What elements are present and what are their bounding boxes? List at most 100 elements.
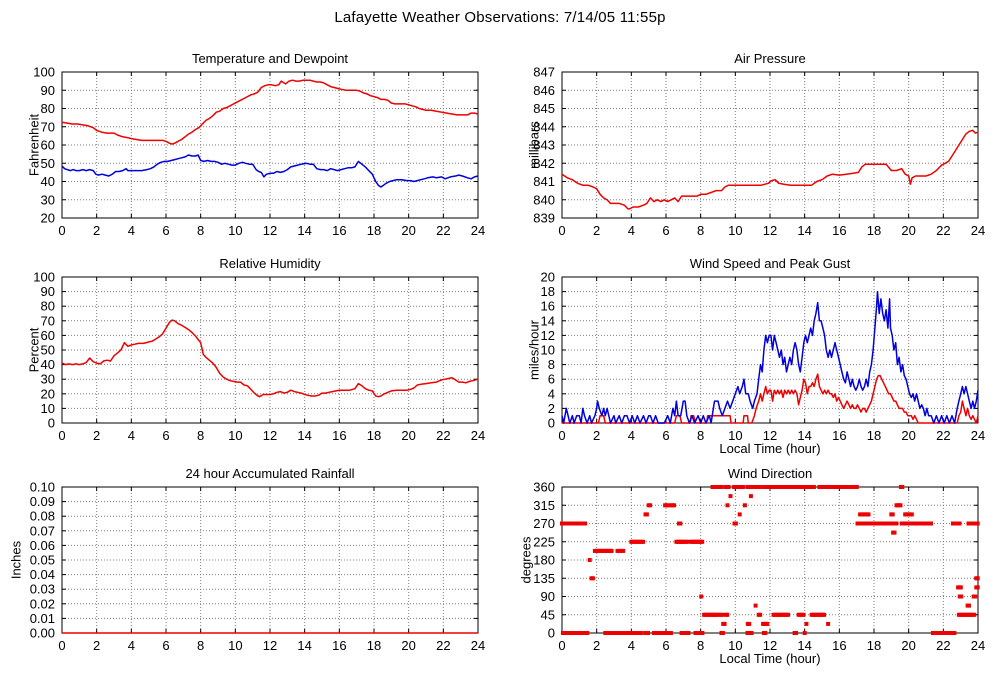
svg-text:4: 4 [628,223,635,238]
svg-text:20: 20 [901,638,915,653]
svg-text:2: 2 [548,401,555,416]
svg-text:16: 16 [832,223,846,238]
svg-text:4: 4 [548,386,555,401]
svg-text:8: 8 [697,223,704,238]
svg-text:8: 8 [697,428,704,443]
svg-text:14: 14 [297,428,311,443]
svg-text:4: 4 [628,428,635,443]
svg-text:6: 6 [162,223,169,238]
svg-text:2: 2 [593,638,600,653]
svg-text:24: 24 [971,223,985,238]
svg-text:45: 45 [541,607,555,622]
svg-text:0.10: 0.10 [30,480,55,495]
x-axis-title: Local Time (hour) [719,651,821,666]
svg-text:14: 14 [297,638,311,653]
svg-text:845: 845 [533,101,555,116]
svg-text:14: 14 [297,223,311,238]
svg-text:6: 6 [662,428,669,443]
svg-text:100: 100 [33,65,55,80]
svg-text:2: 2 [593,223,600,238]
svg-text:40: 40 [41,174,55,189]
svg-text:6: 6 [162,638,169,653]
plot-accumulated-rainfall: 0 2 4 6 8 10 12 14 16 18 20 22 240.000.010.020.030.0… [30,480,486,654]
chart-title: Wind Direction [727,466,813,481]
svg-text:844: 844 [533,119,555,134]
svg-text:14: 14 [797,428,811,443]
svg-text:6: 6 [662,638,669,653]
svg-text:30: 30 [41,372,55,387]
svg-text:80: 80 [41,299,55,314]
svg-text:14: 14 [797,223,811,238]
svg-text:18: 18 [867,638,881,653]
svg-text:2: 2 [93,223,100,238]
svg-text:0.07: 0.07 [30,523,55,538]
plot-relative-humidity: 0 2 4 6 8 10 12 14 16 18 20 22 240102030405060708090… [33,270,485,444]
svg-text:60: 60 [41,328,55,343]
svg-text:8: 8 [197,638,204,653]
svg-text:22: 22 [936,428,950,443]
svg-text:50: 50 [41,343,55,358]
svg-text:24: 24 [971,638,985,653]
svg-text:270: 270 [533,516,555,531]
svg-text:12: 12 [763,638,777,653]
svg-text:18: 18 [367,638,381,653]
svg-text:10: 10 [728,428,742,443]
chart-title: Wind Speed and Peak Gust [689,256,851,271]
svg-text:0: 0 [58,638,65,653]
svg-text:2: 2 [93,638,100,653]
svg-text:0: 0 [558,428,565,443]
svg-text:90: 90 [41,83,55,98]
svg-text:18: 18 [367,428,381,443]
svg-text:22: 22 [436,638,450,653]
svg-text:20: 20 [901,223,915,238]
svg-text:0: 0 [548,626,555,641]
svg-text:16: 16 [332,223,346,238]
svg-text:135: 135 [533,571,555,586]
svg-text:16: 16 [541,299,555,314]
svg-text:4: 4 [628,638,635,653]
svg-text:0.08: 0.08 [30,509,55,524]
svg-text:10: 10 [728,223,742,238]
svg-text:22: 22 [936,223,950,238]
svg-text:14: 14 [797,638,811,653]
svg-text:180: 180 [533,553,555,568]
svg-text:360: 360 [533,480,555,495]
svg-text:22: 22 [436,223,450,238]
svg-text:842: 842 [533,156,555,171]
svg-text:22: 22 [936,638,950,653]
svg-text:0: 0 [558,638,565,653]
chart-relative-humidity: Relative Humidity Percent 0 2 4 6 8 10 12 14 16 1… [0,245,500,475]
svg-text:6: 6 [662,223,669,238]
svg-text:24: 24 [471,223,485,238]
svg-text:10: 10 [41,401,55,416]
svg-text:70: 70 [41,119,55,134]
svg-text:10: 10 [728,638,742,653]
svg-text:4: 4 [128,638,135,653]
svg-text:0.02: 0.02 [30,596,55,611]
svg-text:12: 12 [763,428,777,443]
chart-air-pressure: Air Pressure millibars 0 2 4 6 8 10 12 14 16 18 20… [500,40,1000,270]
svg-text:0: 0 [58,223,65,238]
svg-text:24: 24 [471,428,485,443]
svg-text:315: 315 [533,498,555,513]
svg-text:0.01: 0.01 [30,611,55,626]
svg-text:0.05: 0.05 [30,553,55,568]
svg-text:0: 0 [48,416,55,431]
svg-text:20: 20 [901,428,915,443]
svg-text:10: 10 [228,223,242,238]
x-axis-title: Local Time (hour) [719,441,821,456]
svg-text:0.00: 0.00 [30,626,55,641]
chart-title: 24 hour Accumulated Rainfall [185,466,355,481]
svg-text:12: 12 [263,428,277,443]
svg-text:20: 20 [401,428,415,443]
svg-text:70: 70 [41,313,55,328]
svg-text:12: 12 [541,328,555,343]
svg-text:16: 16 [832,638,846,653]
svg-text:8: 8 [697,638,704,653]
svg-text:14: 14 [541,313,555,328]
chart-wind-direction: Wind Direction degrees 0 2 4 6 8 10 12 14 16 18 20… [500,455,1000,680]
svg-text:90: 90 [41,284,55,299]
svg-text:225: 225 [533,534,555,549]
